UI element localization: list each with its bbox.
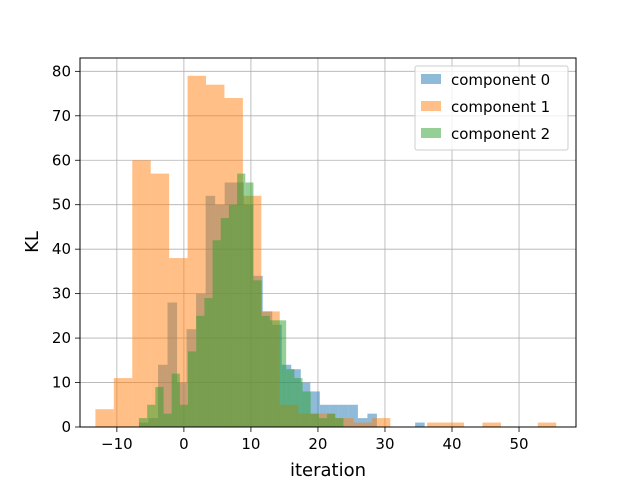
legend-label-component-2: component 2 bbox=[451, 125, 550, 143]
bar-component-0 bbox=[338, 404, 349, 427]
bar-component-0 bbox=[357, 418, 368, 427]
bar-component-2 bbox=[277, 320, 287, 427]
bar-component-1 bbox=[445, 422, 465, 427]
bar-component-2 bbox=[188, 351, 197, 427]
bar-component-1 bbox=[371, 418, 391, 427]
plot-frame bbox=[79, 57, 577, 428]
bar-component-2 bbox=[147, 404, 156, 427]
x-tick-label: 10 bbox=[241, 435, 260, 453]
y-tick-label: 70 bbox=[52, 107, 71, 125]
bar-component-2 bbox=[237, 173, 246, 427]
x-axis-label: iteration bbox=[290, 460, 366, 480]
y-tick-label: 50 bbox=[52, 196, 71, 214]
bar-component-2 bbox=[327, 413, 336, 427]
bar-component-1 bbox=[150, 173, 170, 427]
legend-frame bbox=[414, 65, 569, 151]
x-tick-label: 50 bbox=[509, 435, 528, 453]
bar-component-0 bbox=[415, 422, 425, 427]
bar-component-2 bbox=[138, 418, 148, 427]
bar-component-2 bbox=[253, 280, 262, 427]
legend-swatch-component-1 bbox=[421, 101, 441, 111]
legend-label-component-1: component 1 bbox=[451, 98, 550, 116]
bar-component-2 bbox=[196, 315, 205, 427]
bar-component-2 bbox=[302, 391, 311, 427]
bar-component-2 bbox=[310, 413, 319, 427]
y-tick-label: 40 bbox=[52, 240, 71, 258]
legend-swatch-component-2 bbox=[421, 128, 441, 138]
bar-component-2 bbox=[294, 378, 303, 427]
bar-component-2 bbox=[269, 320, 278, 427]
y-tick-label: 20 bbox=[52, 329, 71, 347]
bar-component-1 bbox=[353, 422, 372, 427]
x-tick-label: 40 bbox=[442, 435, 461, 453]
y-tick-label: 0 bbox=[61, 418, 71, 436]
y-tick-label: 80 bbox=[52, 62, 71, 80]
bar-component-0 bbox=[310, 391, 320, 427]
y-tick-label: 60 bbox=[52, 151, 71, 169]
x-tick-label: 20 bbox=[308, 435, 327, 453]
bar-component-1 bbox=[113, 378, 133, 427]
bar-component-2 bbox=[245, 182, 254, 427]
y-tick-label: 10 bbox=[52, 374, 71, 392]
bar-component-2 bbox=[286, 369, 295, 427]
bar-component-1 bbox=[132, 160, 151, 428]
histogram-bars bbox=[95, 75, 557, 428]
bar-component-2 bbox=[318, 418, 328, 427]
legend: component 0 component 1 component 2 bbox=[414, 65, 569, 151]
axis-ticks: −10 0 10 20 30 40 50 0 10 20 30 40 50 60 70 80 bbox=[52, 62, 529, 453]
x-tick-label: 0 bbox=[179, 435, 189, 453]
bar-component-2 bbox=[179, 404, 189, 427]
bar-component-1 bbox=[482, 422, 501, 427]
bar-component-2 bbox=[261, 315, 270, 427]
y-tick-label: 30 bbox=[52, 285, 71, 303]
legend-swatch-component-0 bbox=[421, 74, 441, 84]
bar-component-2 bbox=[220, 218, 229, 427]
legend-label-component-0: component 0 bbox=[451, 71, 550, 89]
x-tick-label: 30 bbox=[375, 435, 394, 453]
bar-component-2 bbox=[212, 240, 221, 427]
bar-component-1 bbox=[537, 422, 557, 427]
bar-component-1 bbox=[335, 418, 354, 427]
bar-component-1 bbox=[95, 409, 114, 427]
x-tick-label: −10 bbox=[101, 435, 133, 453]
bar-component-2 bbox=[335, 418, 344, 427]
bar-component-2 bbox=[171, 373, 180, 427]
bar-component-1 bbox=[427, 422, 446, 427]
bar-component-2 bbox=[155, 386, 164, 427]
y-axis-label: KL bbox=[22, 231, 43, 253]
bar-component-2 bbox=[163, 413, 172, 427]
bar-component-2 bbox=[204, 298, 213, 427]
bar-component-2 bbox=[228, 204, 238, 427]
bar-component-0 bbox=[348, 404, 358, 427]
